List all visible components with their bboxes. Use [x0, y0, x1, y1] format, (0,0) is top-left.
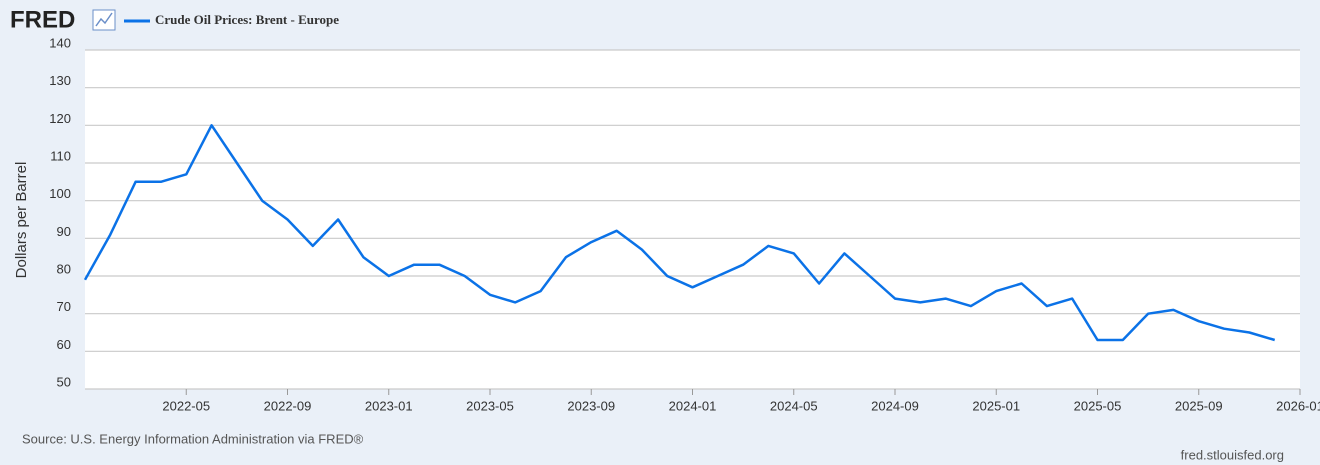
- x-tick-label: 2024-05: [770, 398, 818, 413]
- y-tick-label: 130: [49, 73, 71, 88]
- y-axis-label: Dollars per Barrel: [13, 162, 30, 279]
- x-tick-label: 2024-09: [871, 398, 919, 413]
- logo: FRED: [10, 6, 75, 33]
- x-tick-label: 2022-05: [162, 398, 210, 413]
- x-tick-label: 2024-01: [669, 398, 717, 413]
- x-tick-label: 2026-01: [1276, 398, 1320, 413]
- y-tick-label: 140: [49, 35, 71, 50]
- y-tick-label: 60: [57, 337, 71, 352]
- x-tick-label: 2022-09: [264, 398, 312, 413]
- series-line: [83, 124, 1276, 342]
- logo-icon-line: [95, 12, 113, 27]
- y-tick-label: 120: [49, 111, 71, 126]
- y-tick-label: 90: [57, 224, 71, 239]
- x-tick-label: 2025-05: [1074, 398, 1122, 413]
- x-tick-label: 2023-05: [466, 398, 514, 413]
- x-tick-label: 2025-09: [1175, 398, 1223, 413]
- legend-label: Crude Oil Prices: Brent - Europe: [155, 12, 339, 27]
- y-tick-label: 70: [57, 299, 71, 314]
- y-tick-label: 100: [49, 186, 71, 201]
- y-tick-label: 110: [50, 148, 71, 163]
- x-tick-label: 2023-09: [567, 398, 615, 413]
- source: Source: U.S. Energy Information Administ…: [22, 431, 364, 446]
- x-tick-label: 2023-01: [365, 398, 413, 413]
- y-tick-label: 50: [57, 374, 71, 389]
- y-tick-label: 80: [57, 261, 71, 276]
- credit: fred.stlouisfed.org: [1181, 447, 1284, 462]
- logo-icon: [92, 9, 116, 31]
- x-tick-label: 2025-01: [972, 398, 1020, 413]
- plot-area: [85, 50, 1300, 389]
